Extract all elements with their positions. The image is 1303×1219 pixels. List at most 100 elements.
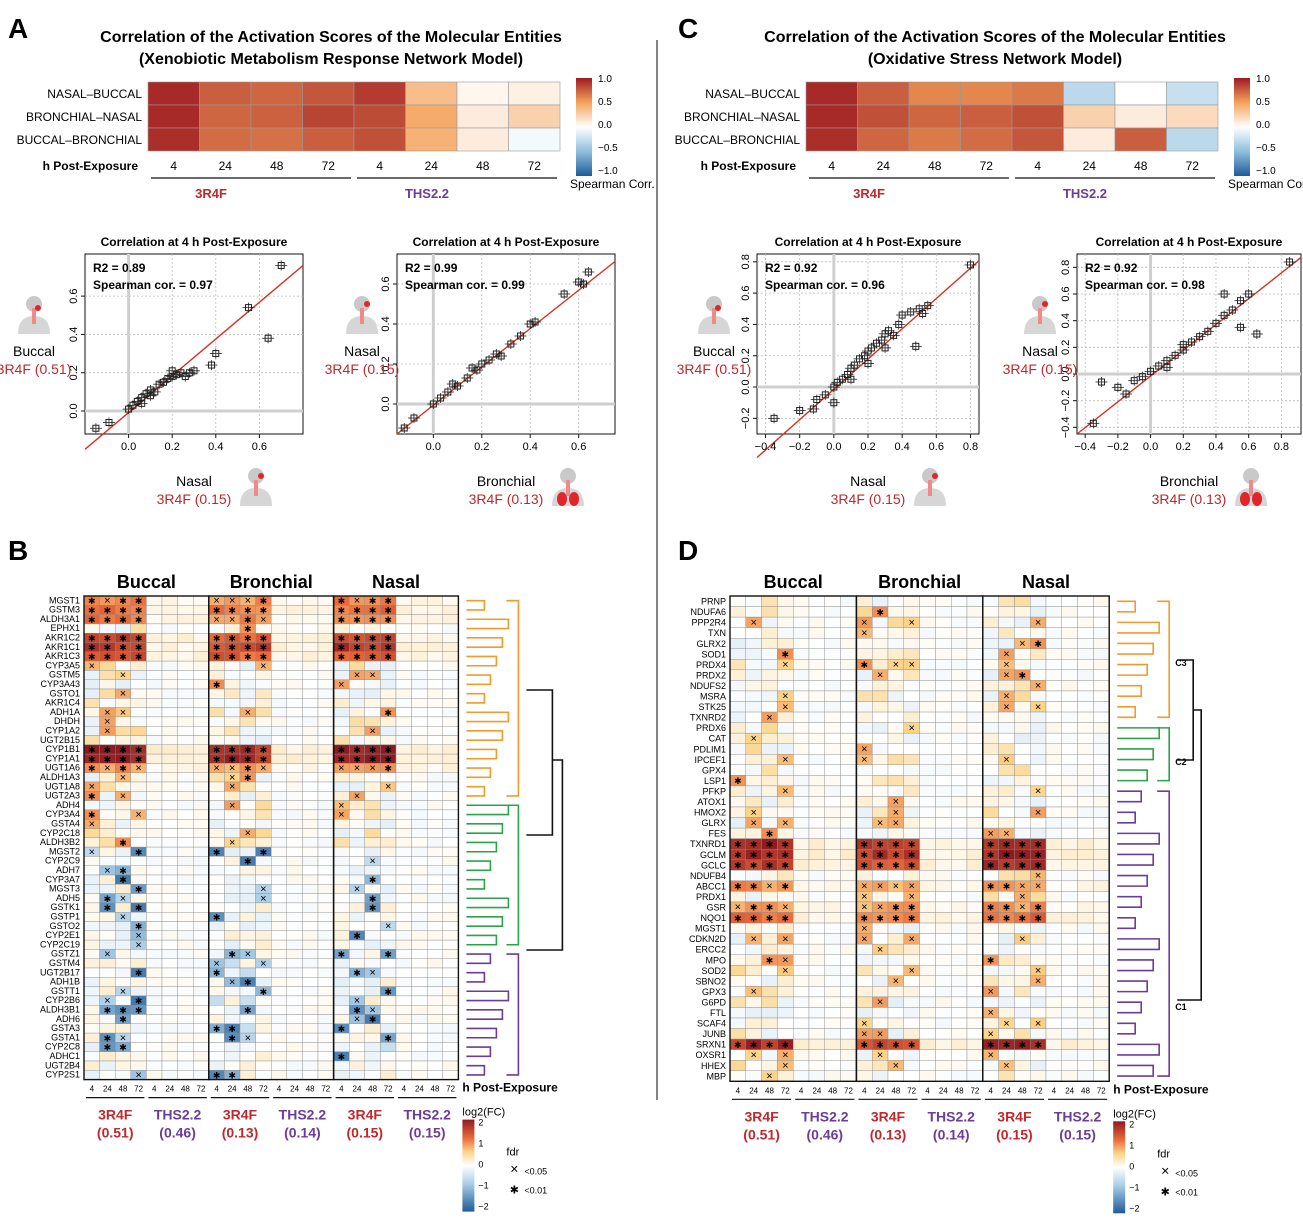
d-heat-cell	[966, 827, 984, 839]
b-heat-cell	[395, 884, 412, 894]
b-heat-cell	[317, 688, 334, 699]
b-heat-cell	[302, 958, 319, 969]
a-scatter1-marker	[146, 392, 154, 400]
b-heat-cell	[83, 930, 100, 941]
b-heat-cell	[208, 698, 225, 708]
d-heat-cell	[919, 754, 936, 766]
d-heat-cell	[998, 954, 1015, 966]
b-heat-cell	[349, 958, 366, 969]
b-heat-gene-label: GSTA1	[51, 1032, 80, 1042]
b-heat-cell	[99, 884, 116, 894]
b-heat-cell	[271, 902, 288, 913]
b-heat-cell	[317, 1014, 334, 1025]
d-heat-cell	[808, 859, 826, 871]
d-heat-cell	[935, 986, 952, 998]
b-heat-cell	[255, 921, 272, 932]
b-heat-fdr-star: ✱	[353, 745, 361, 755]
b-heat-fdr-star: ✱	[353, 605, 361, 615]
d-heat-fdr-star: ✱	[908, 903, 916, 913]
a-scatter2-xbody-icon-hot	[569, 492, 579, 506]
d-heat-cell	[793, 870, 810, 882]
b-heat-fdr-star: ✱	[88, 652, 96, 662]
a-scatter1-marker	[155, 380, 163, 388]
a-heat-cell	[353, 104, 406, 129]
d-heat-cell	[793, 764, 810, 776]
d-heat-gene-label: NQO1	[700, 913, 726, 923]
b-heat-cell	[427, 1032, 444, 1043]
d-heat-cell	[951, 1028, 968, 1040]
b-heat-cell	[192, 791, 209, 801]
d-heat-cell	[1093, 922, 1110, 934]
b-heat-cell	[192, 884, 209, 894]
b-heat-cell	[286, 865, 303, 876]
b-heat-cell	[224, 930, 241, 941]
d-heat-gene-label: HMOX2	[694, 808, 726, 818]
c-scatter2-xsub: 3R4F (0.13)	[1152, 491, 1227, 507]
d-heat-cell	[808, 627, 826, 639]
b-heat-fdr-cross: ×	[354, 883, 360, 895]
d-heat-cell	[935, 1059, 952, 1071]
b-heat-cell	[177, 688, 194, 699]
d-heat-cell	[824, 627, 841, 639]
b-heat-cell	[333, 828, 350, 839]
b-heat-cell	[427, 1023, 444, 1034]
b-heat-cell	[177, 865, 194, 876]
c-scatter1-ybody-icon-hot	[715, 305, 721, 311]
b-heat-cell	[177, 726, 194, 736]
b-heat-cell	[317, 679, 334, 690]
b-heat-cell	[161, 735, 178, 746]
b-heat-fdr-cross: ×	[104, 725, 110, 737]
b-heat-cell	[302, 949, 319, 959]
b-heat-cell	[239, 679, 256, 690]
d-heat-cell	[856, 669, 873, 681]
d-heat-cell	[777, 922, 794, 934]
b-heat-fdr-star: ✱	[88, 605, 96, 615]
d-heat-dendro	[1157, 600, 1170, 719]
b-heat-cell	[333, 846, 350, 857]
b-heat-cell	[442, 670, 459, 680]
b-heat-fdr-cross: ×	[260, 958, 266, 970]
b-heat-fdr-cross: ×	[260, 893, 266, 905]
d-heat-cell	[903, 680, 920, 692]
d-heat-cell	[745, 1028, 762, 1040]
d-heat-cell	[856, 996, 873, 1008]
d-heat-cell	[966, 838, 984, 850]
b-heat-cell	[302, 735, 319, 746]
b-heat-gene-label: CYP1B1	[45, 744, 80, 754]
a-scatter2-point	[475, 359, 488, 369]
b-heat-group-value: (0.14)	[284, 1125, 321, 1141]
b-heat-cell	[271, 716, 288, 727]
d-heat-cell	[887, 711, 905, 723]
b-heat-gene-label: UGT2B17	[40, 967, 80, 977]
c-scatter1-marker	[847, 375, 855, 383]
d-heat-fdr-cross: ×	[750, 733, 756, 745]
b-heat-cell	[255, 707, 272, 718]
b-heat-cell	[146, 865, 163, 876]
b-heat-cell	[208, 781, 225, 792]
a-heat-legend-tick: −0.5	[598, 143, 618, 154]
d-heat-cell	[824, 827, 841, 839]
d-heat-cell	[745, 785, 762, 797]
panel-a-title: Correlation of the Activation Scores of …	[100, 29, 562, 46]
c-scatter1-spearman: Spearman cor. = 0.96	[765, 278, 885, 292]
b-heat-cell	[177, 614, 194, 625]
b-heat-cell	[192, 614, 209, 625]
d-heat-cell	[856, 732, 873, 744]
d-heat-cell	[951, 827, 968, 839]
d-heat-cell	[745, 648, 762, 660]
c-scatter1-marker	[884, 327, 892, 335]
d-heat-fdr-star: ✱	[1019, 850, 1027, 860]
b-heat-cell	[380, 856, 397, 866]
b-heat-cell	[442, 707, 459, 718]
b-heat-cell	[208, 939, 225, 950]
d-heat-cell	[793, 849, 810, 860]
b-heat-cell	[114, 939, 131, 950]
d-heat-fdr-cross: ×	[877, 817, 883, 829]
b-heat-fdr-star: ✱	[119, 1015, 127, 1025]
d-heat-fdr-cross: ×	[1019, 902, 1025, 914]
c-heat-group-ths: THS2.2	[1063, 186, 1107, 201]
b-heat-cell	[255, 1023, 272, 1034]
b-heat-cell	[130, 726, 147, 736]
d-heat-cell	[1093, 701, 1110, 713]
b-heat-cell	[271, 995, 288, 1006]
